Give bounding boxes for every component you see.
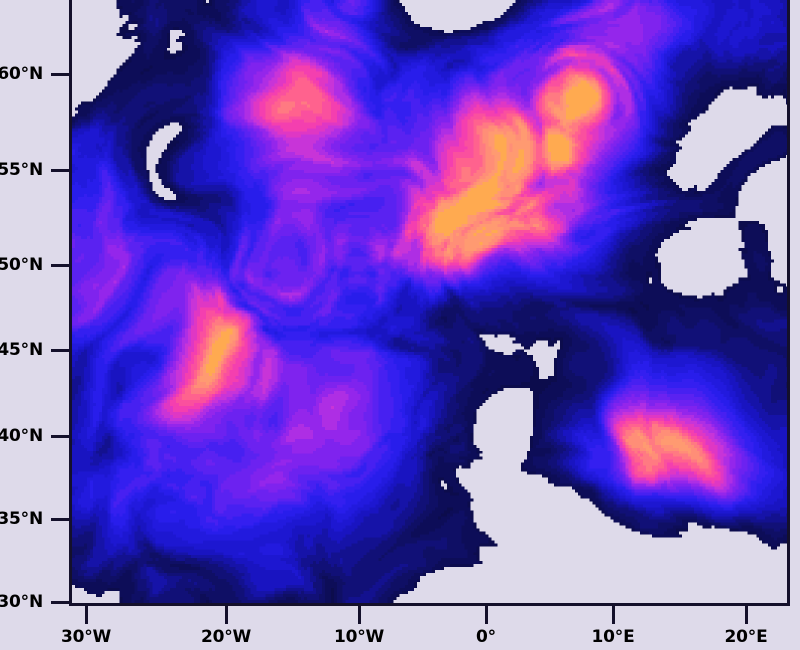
y-tick-45 [51, 349, 69, 352]
x-ticklabel-30w: 30°W [60, 627, 112, 647]
y-tick-40 [51, 435, 69, 438]
y-ticklabel-45: 45°N [0, 340, 43, 360]
x-tick-0 [485, 606, 488, 624]
x-tick-10w [358, 606, 361, 624]
x-tick-20e [745, 606, 748, 624]
x-ticklabel-10w: 10°W [333, 627, 385, 647]
x-ticklabel-20w: 20°W [200, 627, 252, 647]
y-ticklabel-35: 35°N [0, 509, 43, 529]
y-tick-60 [51, 73, 69, 76]
y-ticklabel-50: 50°N [0, 255, 43, 275]
y-ticklabel-30: 30°N [0, 592, 43, 612]
y-ticklabel-55: 55°N [0, 160, 43, 180]
x-ticklabel-20e: 20°E [724, 627, 768, 647]
y-tick-50 [51, 264, 69, 267]
x-tick-20w [225, 606, 228, 624]
y-tick-35 [51, 518, 69, 521]
x-tick-10e [612, 606, 615, 624]
y-tick-55 [51, 169, 69, 172]
x-ticklabel-0: 0° [476, 627, 496, 647]
y-tick-30 [51, 601, 69, 604]
map-plot-area[interactable] [69, 0, 790, 606]
x-ticklabel-10e: 10°E [591, 627, 635, 647]
x-tick-30w [85, 606, 88, 624]
y-ticklabel-60: 60°N [0, 64, 43, 84]
y-ticklabel-40: 40°N [0, 426, 43, 446]
geospatial-heatmap [72, 0, 787, 603]
